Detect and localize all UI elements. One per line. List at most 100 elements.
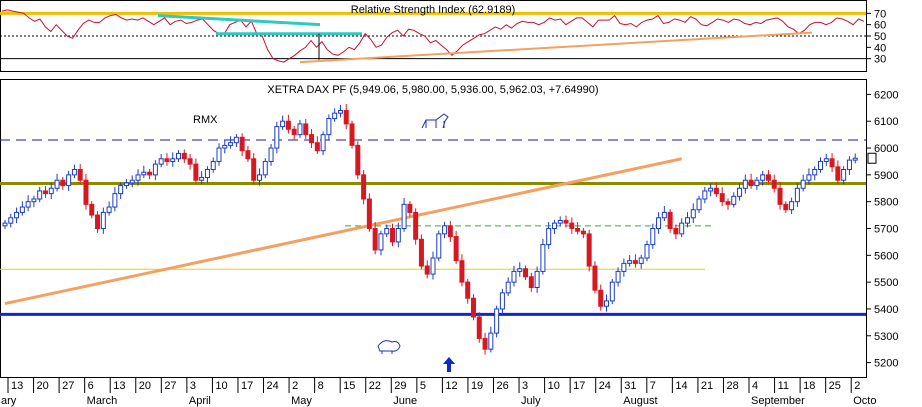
candle-body (765, 174, 771, 181)
candle-body (89, 203, 95, 216)
candle-body (390, 228, 396, 243)
candle-body (251, 158, 257, 181)
candle-body (777, 187, 783, 205)
candle-body (823, 158, 829, 162)
candle-body (731, 195, 737, 205)
candle-body (465, 281, 471, 299)
candle-body (708, 187, 714, 192)
candle-body (123, 182, 129, 187)
candle-body (193, 163, 199, 181)
rsi-y-tick-label: 40 (874, 42, 886, 54)
candle-body (656, 217, 662, 229)
rsi-y-tick-label: 60 (874, 20, 886, 32)
x-tick-label: 27 (62, 380, 74, 392)
candle-body (424, 265, 430, 275)
candle-body (204, 169, 210, 179)
x-month-label: June (393, 395, 417, 407)
candle-body (372, 228, 378, 251)
candle-body (482, 337, 488, 350)
price-panel-frame (0, 79, 867, 378)
candle-body (361, 174, 367, 200)
candle-body (384, 228, 390, 235)
x-tick-label: 11 (778, 380, 789, 392)
candle-body (66, 174, 72, 187)
candle-body (540, 244, 546, 272)
candle-body (575, 228, 581, 232)
x-tick-label: 31 (624, 380, 636, 392)
candle-body (413, 211, 419, 240)
x-month-label: May (291, 395, 312, 407)
candle-body (320, 134, 326, 152)
candle-body (2, 222, 8, 227)
x-tick-label: 15 (343, 380, 355, 392)
price-y-tick-label: 5300 (874, 331, 898, 343)
candle-body (470, 297, 476, 318)
x-tick-label: 22 (369, 380, 381, 392)
candle-body (152, 163, 158, 176)
price-y-tick-label: 5900 (874, 170, 898, 182)
x-tick-label: 25 (829, 380, 841, 392)
x-tick-label: 24 (267, 380, 279, 392)
x-tick-label: 13 (11, 380, 23, 392)
x-tick-label: 10 (215, 380, 227, 392)
x-tick-label: 3 (522, 380, 528, 392)
rsi-y-tick-label: 70 (874, 8, 886, 20)
x-tick-label: 7 (650, 380, 656, 392)
x-tick-label: 26 (496, 380, 508, 392)
x-month-label: Octo (853, 395, 876, 407)
candle-body (181, 152, 187, 160)
candle-body (615, 270, 621, 283)
candle-body (54, 179, 60, 189)
x-month-label: April (189, 395, 211, 407)
candle-body (349, 123, 355, 146)
candle-body (170, 158, 176, 162)
x-tick-label: 24 (599, 380, 611, 392)
candle-body (667, 211, 673, 229)
x-tick-label: 14 (675, 380, 687, 392)
x-tick-label: 20 (37, 380, 49, 392)
candle-body (760, 174, 766, 181)
x-month-label: August (623, 395, 657, 407)
rsi-title: Relative Strength Index (62.9189) (351, 4, 516, 16)
candle-body (106, 206, 112, 213)
candle-body (355, 144, 361, 176)
candle-body (684, 217, 690, 224)
candle-body (800, 179, 806, 189)
candle-body (783, 203, 789, 211)
rsi-trendline-teal (157, 14, 321, 27)
candle-body (25, 201, 31, 208)
candle-body (511, 270, 517, 283)
candle-body (285, 120, 291, 130)
candle-body (407, 203, 413, 213)
candle-body (164, 158, 170, 162)
candle-body (661, 211, 667, 219)
candle-body (100, 211, 106, 229)
candle-body (459, 260, 465, 283)
rsi-line (1, 9, 865, 63)
candle-body (158, 158, 164, 165)
candle-body (829, 158, 835, 168)
candle-body (378, 233, 384, 251)
candle-body (176, 152, 182, 160)
candle-body (748, 179, 754, 187)
candle-body (77, 169, 83, 181)
candle-body (141, 171, 147, 176)
candle-body (818, 160, 824, 170)
price-title: XETRA DAX PF (5,949.06, 5,980.00, 5,936.… (267, 84, 598, 96)
candle-body (303, 123, 309, 136)
candle-body (60, 179, 66, 187)
candle-body (343, 110, 349, 125)
rsi-y-tick-label: 50 (874, 31, 886, 43)
x-tick-label: 2 (854, 380, 860, 392)
candle-body (592, 265, 598, 291)
candle-body (713, 187, 719, 195)
candle-body (696, 198, 702, 211)
x-tick-label: 3 (190, 380, 196, 392)
candle-body (632, 260, 638, 264)
candle-body (517, 268, 523, 272)
rsi-y-tick-label: 30 (874, 54, 886, 66)
candle-body (586, 233, 592, 267)
candle-body (71, 169, 77, 176)
bear-icon (377, 340, 401, 354)
candle-body (447, 225, 453, 238)
